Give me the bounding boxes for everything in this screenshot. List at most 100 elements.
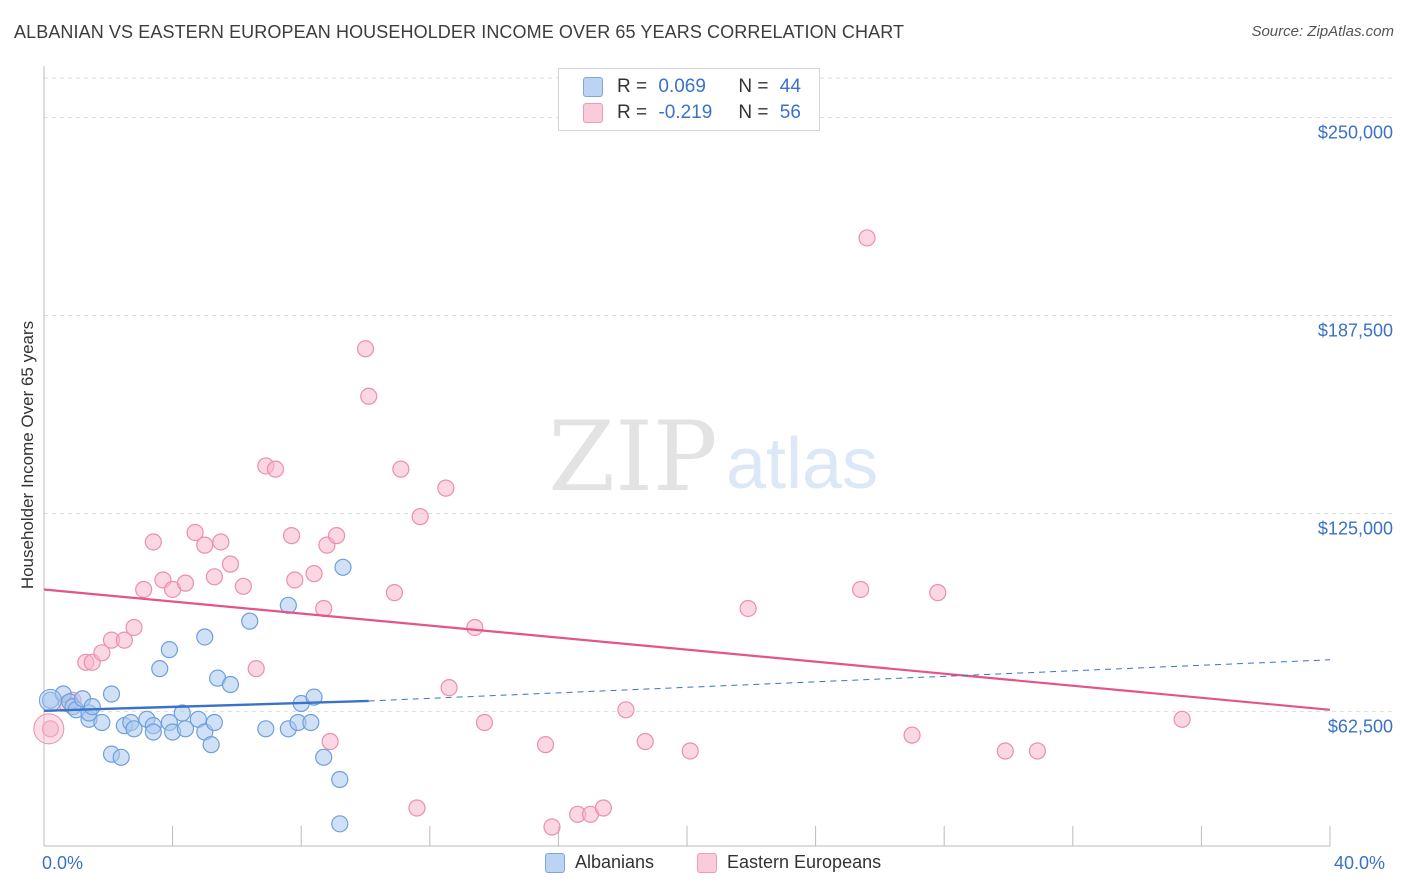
legend-swatch-blue bbox=[583, 77, 603, 97]
axes bbox=[43, 66, 1331, 847]
eastern-europeans-point bbox=[1173, 710, 1191, 728]
albanians-point bbox=[305, 688, 323, 706]
albanians-point bbox=[241, 612, 259, 630]
y-tick-label: $62,500 bbox=[1328, 716, 1393, 736]
albanians-point bbox=[331, 770, 349, 789]
eastern-europeans-point bbox=[636, 732, 654, 751]
eastern-europeans-point bbox=[186, 523, 204, 542]
chart-title: ALBANIAN VS EASTERN EUROPEAN HOUSEHOLDER… bbox=[14, 22, 905, 42]
eastern-europeans-point bbox=[327, 527, 346, 545]
albanians-point bbox=[221, 675, 240, 694]
correlation-legend: R = 0.069 N = 44 R = -0.219 N = 56 bbox=[558, 68, 820, 131]
eastern-europeans-point bbox=[411, 508, 429, 526]
x-tick-label-max: 40.0% bbox=[1334, 853, 1386, 873]
legend-n-value: 44 bbox=[779, 76, 801, 97]
legend-n-label: N = bbox=[738, 76, 769, 97]
eastern-europeans-point bbox=[266, 460, 285, 478]
albanians-point bbox=[331, 815, 349, 833]
eastern-europeans-point bbox=[305, 565, 323, 583]
y-tick-labels: $62,500 $125,000 $187,500 $250,000 bbox=[1318, 123, 1393, 737]
source-label: Source: ZipAtlas.com bbox=[1251, 23, 1394, 40]
albanians-point bbox=[160, 641, 178, 659]
albanians-point bbox=[302, 713, 320, 732]
y-axis-label: Householder Income Over 65 years bbox=[18, 320, 37, 590]
albanians-point bbox=[315, 748, 333, 766]
eastern-europeans-point bbox=[408, 799, 426, 817]
eastern-europeans-point bbox=[617, 701, 635, 719]
albanians-point bbox=[102, 685, 121, 703]
eastern-europeans-point bbox=[212, 533, 230, 551]
albanians-point bbox=[257, 720, 275, 738]
albanians-trend-line-extrapolated bbox=[368, 659, 1331, 702]
eastern-europeans-point bbox=[176, 574, 195, 592]
eastern-europeans-point bbox=[385, 584, 404, 602]
albanians-point bbox=[112, 748, 130, 766]
eastern-europeans-point bbox=[903, 726, 921, 744]
albanians-point bbox=[144, 723, 162, 741]
albanians-point bbox=[334, 558, 352, 576]
eastern-europeans-point bbox=[594, 799, 613, 817]
eastern-europeans-point bbox=[125, 618, 143, 637]
albanians-point bbox=[196, 628, 214, 646]
eastern-europeans-point bbox=[1028, 742, 1047, 760]
albanians-point bbox=[93, 713, 111, 732]
eastern-europeans-point bbox=[392, 460, 410, 478]
eastern-europeans-trend-line bbox=[43, 588, 1331, 711]
eastern-europeans-point bbox=[681, 742, 699, 760]
albanians-point bbox=[202, 736, 220, 754]
watermark-atlas: atlas bbox=[726, 424, 878, 504]
legend-n-value: 56 bbox=[779, 102, 801, 123]
eastern-europeans-point bbox=[356, 340, 375, 358]
y-tick-label: $187,500 bbox=[1318, 321, 1393, 341]
legend-row-eastern-europeans: R = -0.219 N = 56 bbox=[583, 101, 801, 125]
watermark-zip: ZIP bbox=[548, 401, 717, 513]
legend-r-label: R = bbox=[617, 76, 648, 97]
albanians-point-cluster bbox=[38, 688, 62, 712]
eastern-europeans-point bbox=[852, 580, 870, 599]
eastern-europeans-point bbox=[536, 736, 555, 754]
y-tick-label: $125,000 bbox=[1318, 518, 1393, 538]
albanians-point bbox=[205, 713, 223, 732]
eastern-europeans-point bbox=[321, 732, 339, 751]
eastern-europeans-point bbox=[739, 599, 757, 618]
eastern-europeans-point bbox=[234, 577, 252, 595]
albanians-points bbox=[38, 558, 352, 833]
eastern-europeans-point bbox=[221, 555, 240, 573]
legend-swatch-pink bbox=[583, 103, 603, 123]
eastern-europeans-point bbox=[41, 720, 60, 738]
eastern-europeans-point bbox=[440, 679, 458, 697]
y-tick-label: $250,000 bbox=[1318, 123, 1393, 143]
eastern-europeans-point bbox=[858, 229, 876, 247]
watermark: ZIP atlas bbox=[548, 401, 878, 513]
eastern-europeans-point bbox=[205, 568, 223, 586]
bottom-legend-swatch-pink bbox=[697, 852, 717, 873]
eastern-europeans-point bbox=[115, 631, 133, 649]
trend-lines bbox=[43, 588, 1331, 712]
bottom-legend-label-albanians: Albanians bbox=[575, 852, 655, 872]
eastern-europeans-point bbox=[929, 584, 947, 602]
eastern-europeans-point bbox=[286, 571, 304, 589]
bottom-legend-albanians: Albanians bbox=[545, 852, 654, 873]
bottom-legend-swatch-blue bbox=[545, 852, 565, 873]
eastern-europeans-point bbox=[144, 533, 162, 551]
albanians-point bbox=[173, 704, 191, 722]
eastern-europeans-point bbox=[543, 818, 561, 836]
eastern-europeans-point bbox=[93, 644, 111, 662]
albanians-point bbox=[125, 720, 143, 738]
legend-r-value: 0.069 bbox=[658, 76, 706, 97]
albanians-point bbox=[151, 660, 169, 678]
albanians-point bbox=[83, 698, 101, 716]
eastern-europeans-point bbox=[360, 387, 378, 405]
eastern-europeans-point bbox=[282, 527, 301, 545]
eastern-europeans-point bbox=[135, 580, 153, 599]
eastern-europeans-point bbox=[996, 742, 1014, 760]
eastern-europeans-point-cluster bbox=[33, 713, 65, 745]
eastern-europeans-point bbox=[466, 618, 484, 637]
albanians-trend-line bbox=[43, 699, 369, 712]
x-tick-label-min: 0.0% bbox=[42, 853, 84, 873]
legend-r-label: R = bbox=[617, 102, 648, 123]
legend-row-albanians: R = 0.069 N = 44 bbox=[583, 75, 801, 99]
eastern-europeans-point bbox=[437, 479, 455, 497]
eastern-europeans-point bbox=[475, 713, 494, 732]
